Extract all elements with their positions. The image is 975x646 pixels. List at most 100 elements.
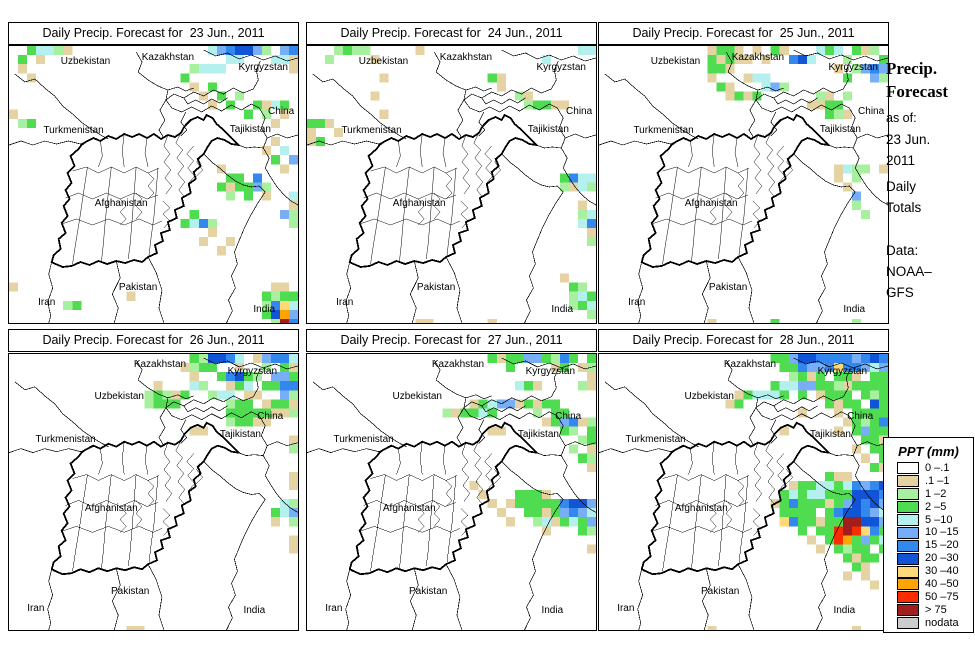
- precip-cell: [852, 544, 862, 554]
- precip-cell: [734, 390, 744, 400]
- precip-cell: [833, 399, 844, 409]
- precip-cell: [262, 309, 272, 319]
- precip-cell: [569, 291, 579, 301]
- precip-cell: [271, 300, 281, 310]
- precip-cell: [289, 471, 298, 481]
- precip-cell: [843, 182, 853, 192]
- precip-cell: [216, 64, 226, 74]
- precip-cell: [870, 535, 880, 545]
- precip-cell: [280, 372, 290, 382]
- precip-cell: [843, 517, 853, 527]
- precip-cell: [551, 363, 561, 373]
- figure-title-line1: Precip.: [886, 59, 938, 78]
- legend-label: 2 –5: [925, 500, 947, 513]
- precip-cell: [551, 517, 561, 527]
- precip-cell: [216, 372, 226, 382]
- precip-cell: [289, 191, 298, 201]
- precip-cell: [280, 209, 290, 219]
- precip-cell: [289, 435, 298, 445]
- basemap-borders: [599, 49, 888, 323]
- precip-cell: [361, 46, 371, 56]
- precip-cell: [216, 182, 226, 192]
- precip-cell: [243, 417, 254, 427]
- precip-cell: [153, 390, 163, 400]
- precip-cell: [725, 46, 735, 56]
- precip-cell: [569, 173, 579, 183]
- precip-cell: [280, 282, 290, 292]
- precip-cell: [852, 408, 862, 418]
- precip-cell: [824, 91, 834, 101]
- precip-cell: [870, 435, 880, 445]
- precip-cell: [289, 372, 298, 382]
- precip-cell: [253, 390, 263, 400]
- precip-cell: [496, 82, 506, 92]
- precip-cell: [879, 390, 888, 400]
- precip-cell: [451, 408, 461, 418]
- legend-swatch: [897, 475, 919, 488]
- precip-cell: [180, 218, 190, 228]
- precip-cell: [833, 109, 844, 119]
- precip-cell: [797, 408, 807, 418]
- precip-cell: [815, 363, 825, 373]
- precip-cell: [307, 137, 317, 147]
- precip-cell: [280, 354, 290, 364]
- precip-cell: [225, 182, 235, 192]
- as-of-date: 23 Jun.: [886, 132, 931, 147]
- precip-cell: [253, 100, 263, 110]
- precip-cell: [198, 381, 208, 391]
- legend-label: nodata: [925, 616, 959, 629]
- precip-cell: [198, 64, 208, 74]
- precip-cell: [36, 46, 46, 56]
- precip-cell: [551, 508, 561, 518]
- precip-cell: [843, 508, 853, 518]
- precip-cell: [870, 462, 880, 472]
- precip-cell: [225, 399, 235, 409]
- precip-cell: [870, 64, 880, 74]
- precip-cell: [761, 55, 771, 65]
- precip-cell: [797, 354, 807, 364]
- precip-cell: [779, 363, 789, 373]
- precip-cell: [824, 480, 834, 491]
- map-svg: [9, 354, 298, 630]
- precip-cell: [587, 417, 596, 427]
- precip-cell: [289, 209, 298, 219]
- precip-cell: [707, 626, 717, 630]
- precip-cell: [496, 426, 506, 436]
- precip-cells-layer: [707, 46, 888, 323]
- legend-label: 5 –10: [925, 513, 953, 526]
- precip-cell: [243, 372, 254, 382]
- precip-cell: [225, 100, 235, 110]
- precip-cell: [280, 499, 290, 509]
- precip-cell: [861, 490, 871, 500]
- precip-cell: [578, 499, 588, 509]
- map-svg: [307, 354, 596, 630]
- precip-cell: [334, 127, 344, 137]
- precip-cell: [487, 354, 497, 364]
- precip-cell: [560, 354, 570, 364]
- precip-cell: [806, 363, 816, 373]
- precip-cell: [216, 46, 226, 56]
- precip-cell: [861, 164, 871, 174]
- as-of-block: as of: 23 Jun. 2011: [886, 108, 930, 171]
- precip-cell: [870, 580, 880, 590]
- precip-cell: [325, 55, 335, 65]
- precip-cell: [843, 535, 853, 545]
- precip-cell: [779, 381, 789, 391]
- precip-cell: [289, 46, 298, 56]
- precip-cell: [879, 417, 888, 427]
- precip-cell: [797, 499, 807, 509]
- precip-cell: [487, 408, 497, 418]
- precip-cell: [253, 408, 263, 418]
- precip-cell: [262, 109, 272, 119]
- precip-cell: [207, 100, 217, 110]
- precip-cell: [225, 417, 235, 427]
- precip-cell: [198, 426, 208, 436]
- legend-swatch: [897, 604, 919, 617]
- precip-cell: [280, 390, 290, 400]
- totals-line1: Daily: [886, 179, 917, 194]
- precip-cell: [532, 508, 542, 518]
- precip-cell: [262, 354, 272, 364]
- precip-cell: [578, 526, 588, 536]
- precip-cell: [289, 363, 298, 373]
